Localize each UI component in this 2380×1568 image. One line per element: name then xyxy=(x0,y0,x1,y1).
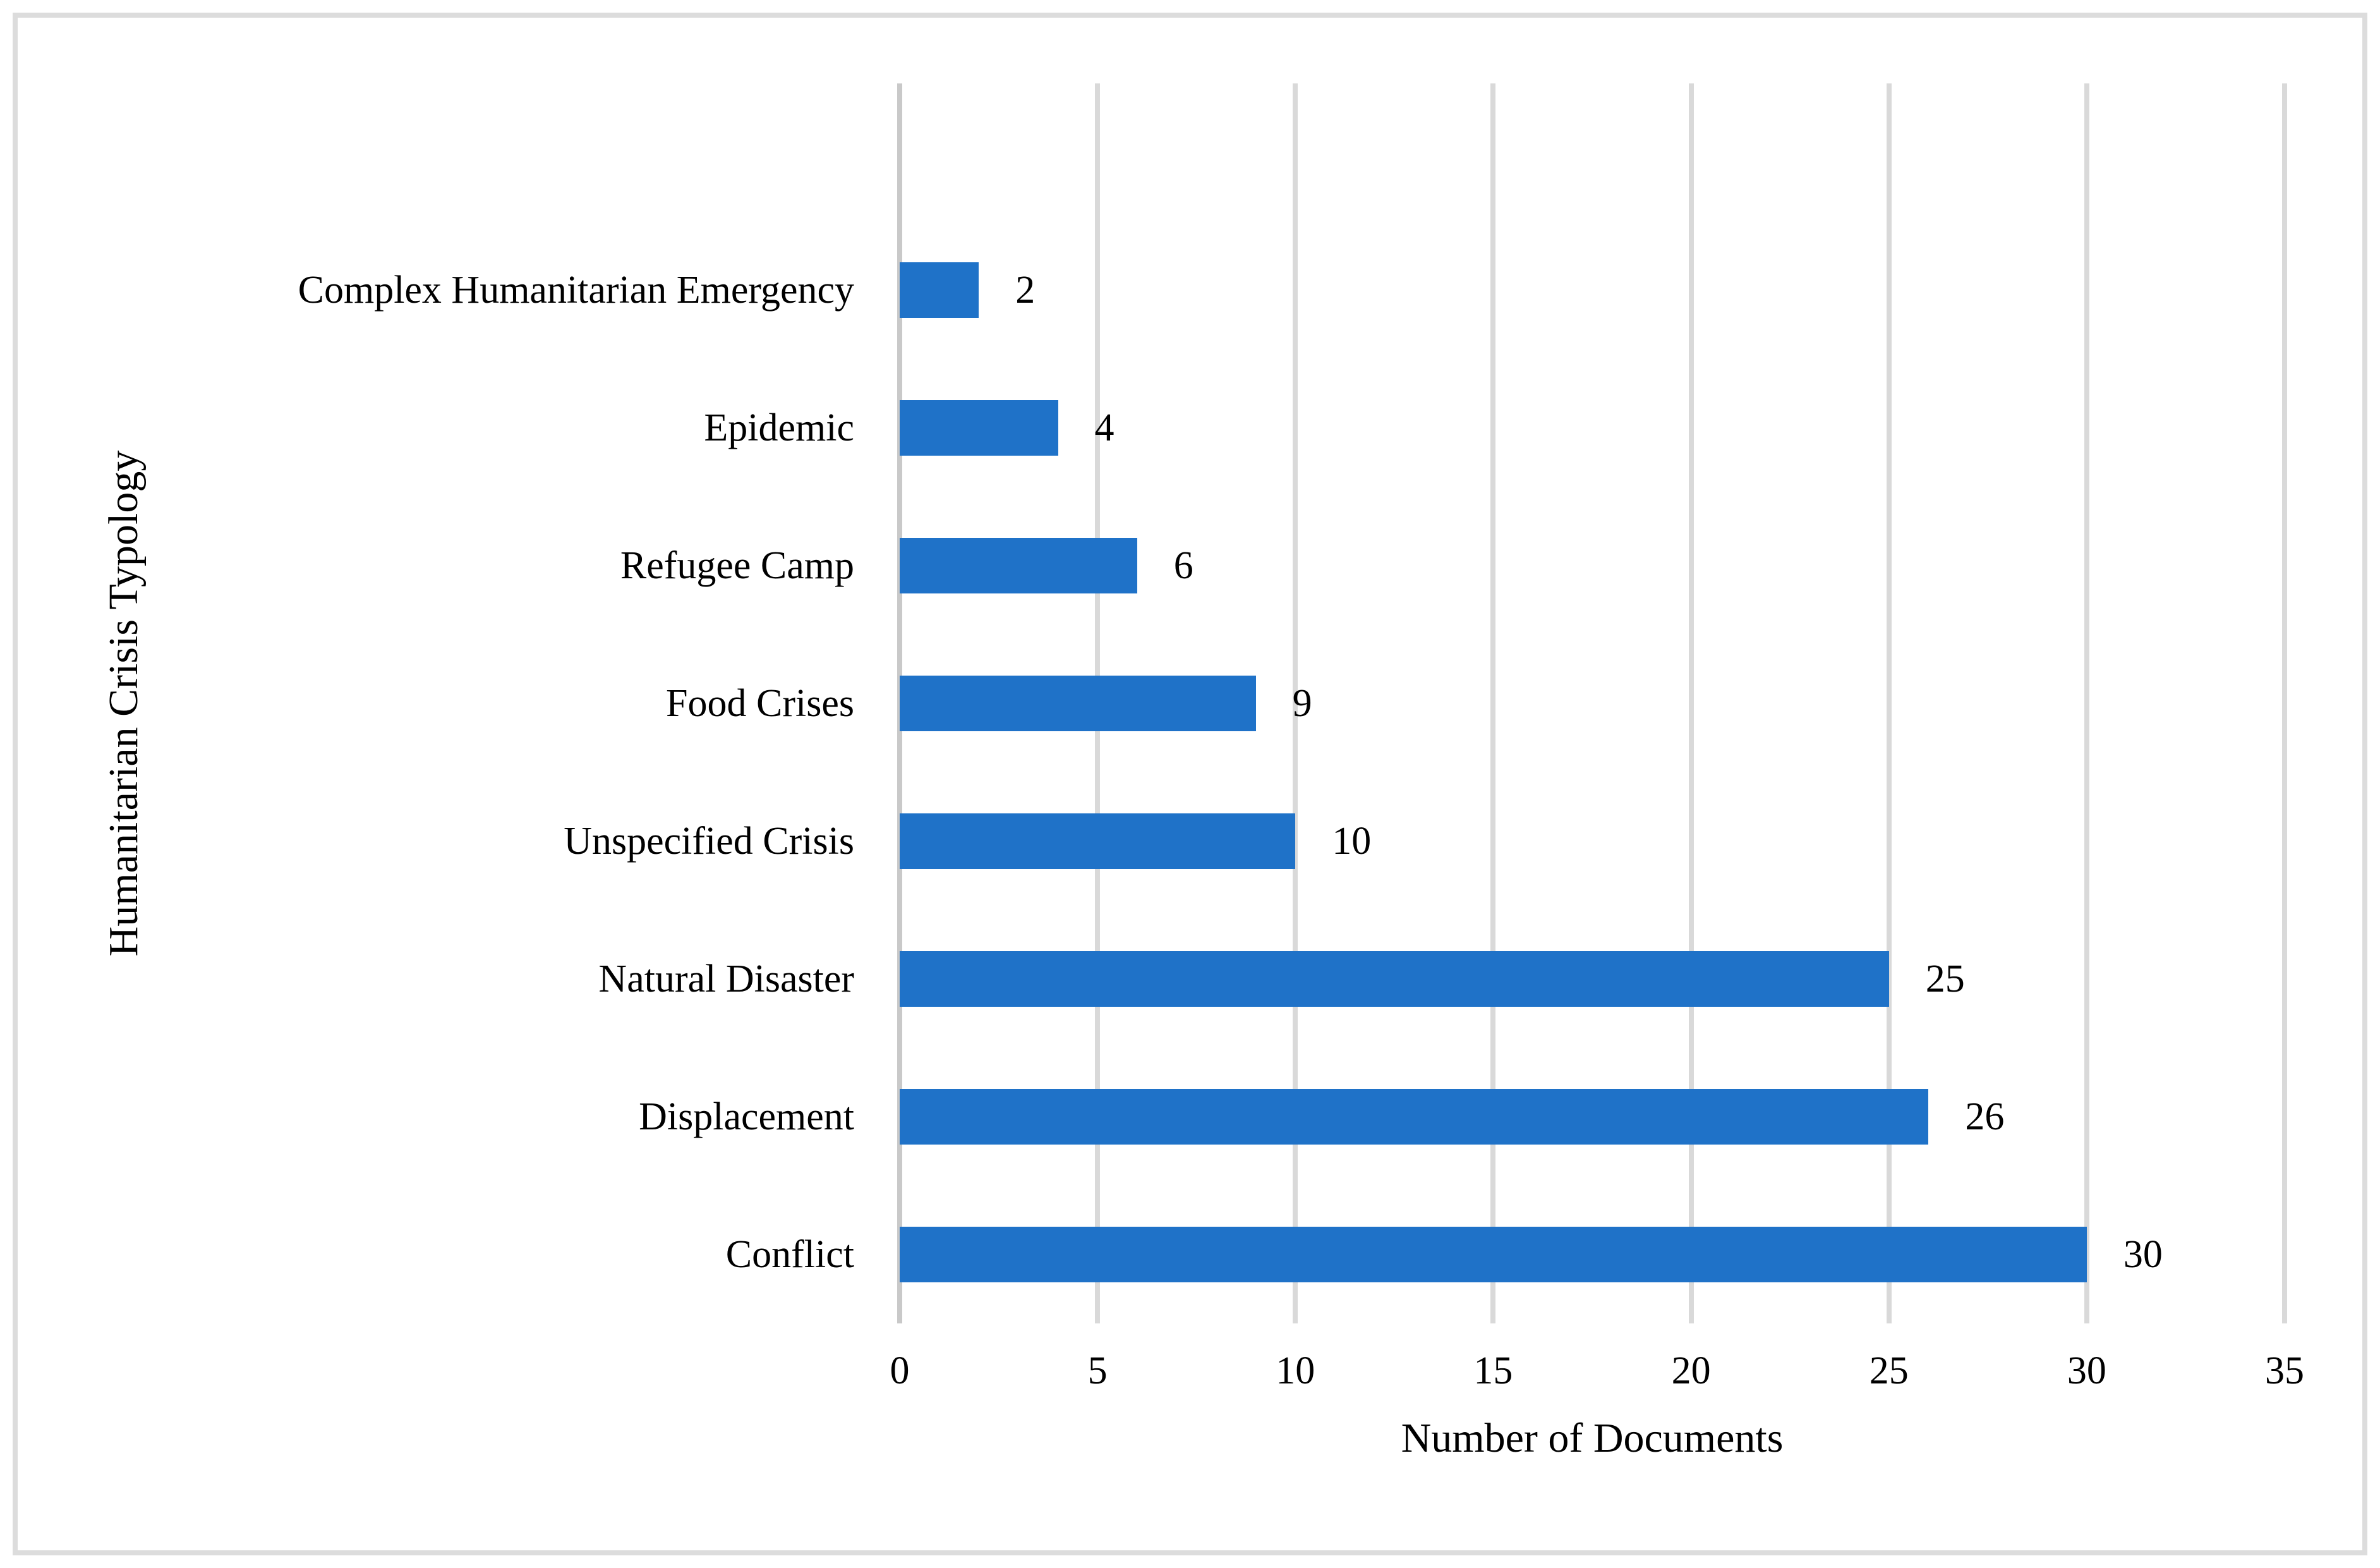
value-label: 25 xyxy=(1925,957,1965,1000)
x-tick-label: 10 xyxy=(1276,1349,1315,1392)
value-label: 6 xyxy=(1173,544,1193,587)
gridline xyxy=(1293,83,1298,1323)
x-tick-label: 30 xyxy=(2067,1349,2106,1392)
value-label: 2 xyxy=(1015,269,1036,312)
value-label: 30 xyxy=(2123,1233,2163,1276)
x-tick-label: 5 xyxy=(1087,1349,1108,1392)
category-label: Food Crises xyxy=(666,682,854,725)
gridline xyxy=(1688,83,1694,1323)
gridline xyxy=(1490,83,1496,1323)
bar xyxy=(900,951,1889,1007)
value-label: 9 xyxy=(1292,682,1312,725)
value-label: 10 xyxy=(1332,820,1372,863)
bar xyxy=(900,676,1256,731)
value-label: 26 xyxy=(1965,1095,2005,1138)
figure-border xyxy=(13,13,2367,1555)
bar xyxy=(900,538,1137,593)
gridline xyxy=(2084,83,2089,1323)
bar xyxy=(900,262,979,318)
x-tick-label: 20 xyxy=(1671,1349,1711,1392)
x-tick-label: 0 xyxy=(890,1349,910,1392)
category-label: Refugee Camp xyxy=(620,544,854,587)
bar xyxy=(900,1089,1929,1145)
bar xyxy=(900,1227,2087,1282)
value-label: 4 xyxy=(1094,406,1114,449)
plot-area: 0 5 10 15 20 25 30 35 Complex Humanitarian Emerg… xyxy=(298,83,2304,1392)
category-label: Unspecified Crisis xyxy=(564,820,854,863)
bar xyxy=(900,813,1296,869)
category-label: Natural Disaster xyxy=(598,957,854,1000)
category-label: Displacement xyxy=(639,1095,854,1138)
bar xyxy=(900,400,1058,456)
gridline xyxy=(1886,83,1892,1323)
x-tick-label: 25 xyxy=(1869,1349,1909,1392)
category-label: Complex Humanitarian Emergency xyxy=(298,269,854,312)
category-label: Conflict xyxy=(725,1233,854,1276)
x-axis-title: Number of Documents xyxy=(1401,1415,1784,1461)
category-label: Epidemic xyxy=(704,406,854,449)
x-tick-label: 35 xyxy=(2265,1349,2304,1392)
x-tick-label: 15 xyxy=(1473,1349,1513,1392)
gridline xyxy=(2282,83,2287,1323)
